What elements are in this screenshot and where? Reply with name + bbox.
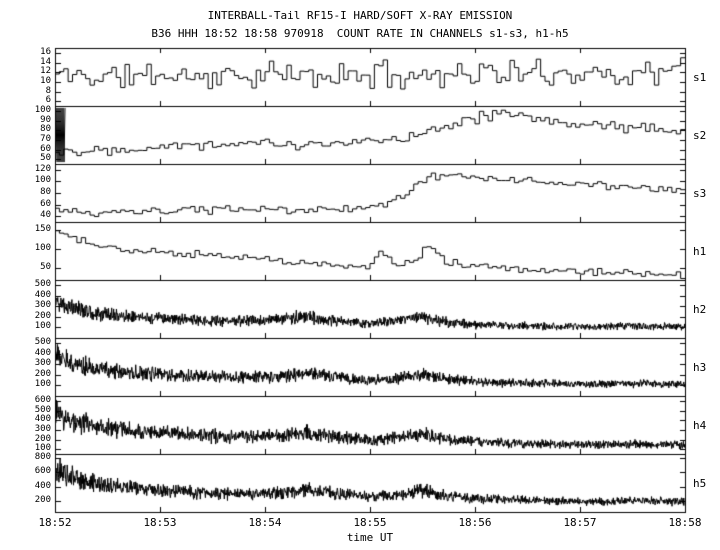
- panel-label-h5: h5: [693, 477, 707, 490]
- y-tick-label: 90: [40, 115, 51, 125]
- y-tick-label: 400: [34, 414, 51, 424]
- y-tick-label: 800: [34, 452, 51, 462]
- y-tick-label: 12: [40, 66, 51, 76]
- y-tick-label: 8: [45, 86, 51, 96]
- y-tick-label: 70: [40, 134, 51, 144]
- y-tick-label: 150: [34, 224, 51, 234]
- y-tick-label: 50: [40, 153, 51, 163]
- y-tick-label: 600: [34, 466, 51, 476]
- y-tick-label: 200: [34, 495, 51, 505]
- y-tick-label: 100: [34, 175, 51, 185]
- y-tick-label: 100: [34, 243, 51, 253]
- x-tick-label: 18:52: [38, 516, 72, 529]
- y-tick-label: 60: [40, 144, 51, 154]
- y-tick-label: 200: [34, 311, 51, 321]
- x-tick-label: 18:56: [458, 516, 492, 529]
- panel-label-s1: s1: [693, 71, 707, 84]
- y-tick-label: 6: [45, 95, 51, 105]
- y-tick-label: 80: [40, 124, 51, 134]
- y-tick-label: 10: [40, 76, 51, 86]
- y-tick-label: 200: [34, 434, 51, 444]
- y-tick-label: 60: [40, 199, 51, 209]
- y-tick-label: 16: [40, 47, 51, 57]
- chart-title: INTERBALL-Tail RF15-I HARD/SOFT X-RAY EM…: [207, 9, 513, 22]
- y-tick-label: 100: [34, 321, 51, 331]
- x-tick-label: 18:55: [353, 516, 387, 529]
- y-tick-label: 100: [34, 105, 51, 115]
- y-tick-label: 400: [34, 481, 51, 491]
- panel-label-h2: h2: [693, 303, 707, 316]
- y-tick-label: 600: [34, 395, 51, 405]
- y-tick-label: 300: [34, 300, 51, 310]
- y-tick-label: 50: [40, 262, 51, 272]
- x-tick-label: 18:58: [668, 516, 702, 529]
- y-tick-label: 120: [34, 164, 51, 174]
- y-tick-label: 200: [34, 369, 51, 379]
- x-tick-label: 18:57: [563, 516, 597, 529]
- y-tick-label: 300: [34, 358, 51, 368]
- panel-label-s2: s2: [693, 129, 707, 142]
- y-tick-label: 500: [34, 279, 51, 289]
- y-tick-label: 40: [40, 210, 51, 220]
- x-axis-label: time UT: [346, 531, 394, 544]
- y-tick-label: 14: [40, 57, 51, 67]
- chart-subtitle: B36 HHH 18:52 18:58 970918 COUNT RATE IN…: [151, 27, 569, 40]
- y-tick-label: 100: [34, 443, 51, 453]
- y-tick-label: 400: [34, 348, 51, 358]
- y-tick-label: 100: [34, 379, 51, 389]
- y-tick-label: 400: [34, 290, 51, 300]
- panel-label-h3: h3: [693, 361, 707, 374]
- y-tick-label: 500: [34, 337, 51, 347]
- panel-label-h1: h1: [693, 245, 707, 258]
- panel-label-s3: s3: [693, 187, 707, 200]
- x-tick-label: 18:53: [143, 516, 177, 529]
- y-tick-label: 80: [40, 187, 51, 197]
- y-tick-label: 300: [34, 424, 51, 434]
- y-tick-label: 500: [34, 405, 51, 415]
- x-tick-label: 18:54: [248, 516, 282, 529]
- panel-label-h4: h4: [693, 419, 707, 432]
